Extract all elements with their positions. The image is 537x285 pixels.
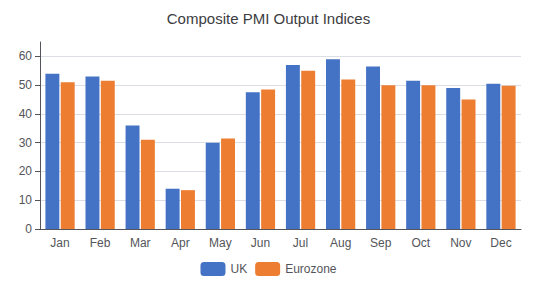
- svg-text:Feb: Feb: [90, 236, 111, 250]
- svg-text:Sep: Sep: [370, 236, 392, 250]
- svg-text:Mar: Mar: [130, 236, 151, 250]
- svg-text:0: 0: [25, 222, 32, 236]
- svg-text:Composite PMI Output Indices: Composite PMI Output Indices: [167, 10, 370, 27]
- svg-text:30: 30: [19, 136, 33, 150]
- svg-text:60: 60: [19, 49, 33, 63]
- svg-text:Dec: Dec: [490, 236, 511, 250]
- svg-text:Jan: Jan: [50, 236, 69, 250]
- svg-text:Eurozone: Eurozone: [285, 262, 337, 276]
- svg-text:40: 40: [19, 107, 33, 121]
- svg-text:20: 20: [19, 164, 33, 178]
- svg-text:Apr: Apr: [171, 236, 190, 250]
- svg-text:Jun: Jun: [251, 236, 270, 250]
- svg-text:May: May: [209, 236, 232, 250]
- svg-text:Aug: Aug: [330, 236, 351, 250]
- svg-text:10: 10: [19, 193, 33, 207]
- svg-text:Jul: Jul: [293, 236, 308, 250]
- svg-text:Oct: Oct: [411, 236, 430, 250]
- svg-text:50: 50: [19, 78, 33, 92]
- svg-text:UK: UK: [230, 262, 247, 276]
- svg-text:Nov: Nov: [450, 236, 471, 250]
